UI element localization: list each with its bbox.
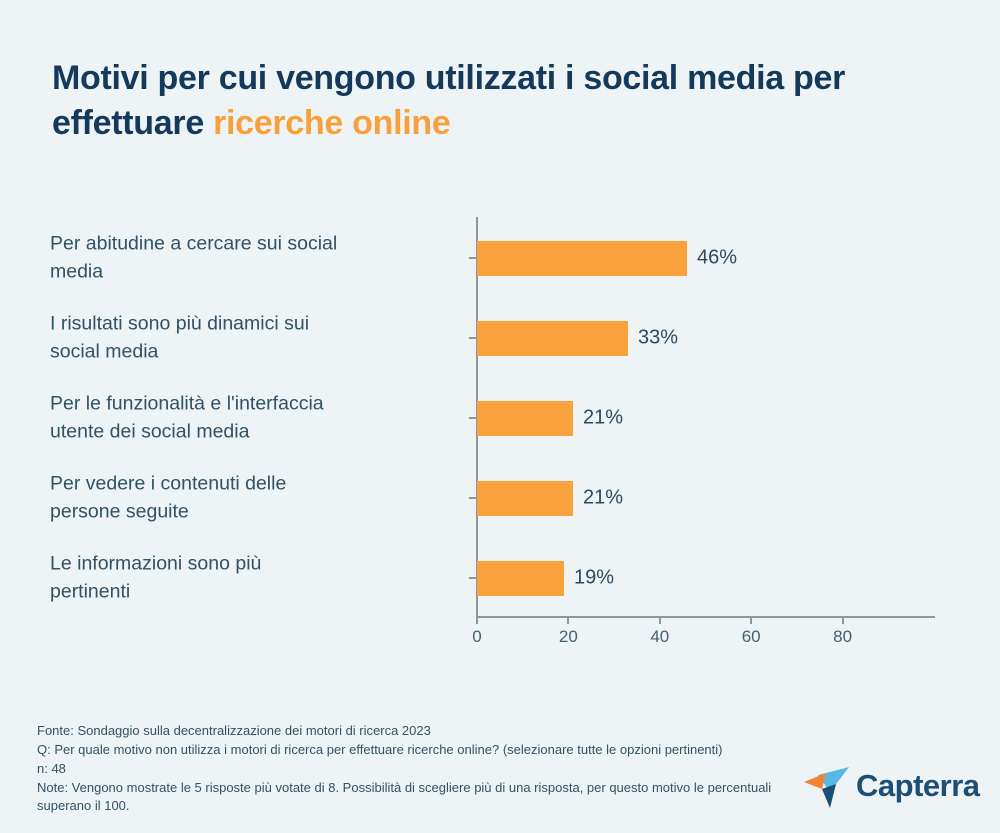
y-axis-tick (469, 337, 476, 339)
category-label-line: Le informazioni sono più (50, 552, 262, 575)
page-title-highlight: ricerche online (213, 103, 451, 142)
x-axis-line (476, 616, 935, 618)
y-axis-tick (469, 497, 476, 499)
category-label: Le informazioni sono più pertinenti (50, 550, 410, 605)
category-label: Per le funzionalità e l'interfaccia utent… (50, 390, 410, 445)
bar (477, 560, 564, 596)
category-label-line: Per abitudine a cercare sui social (50, 232, 338, 255)
category-label: I risultati sono più dinamici sui social … (50, 310, 410, 365)
value-label: 21% (583, 486, 624, 509)
category-label: Per abitudine a cercare sui social media (50, 230, 410, 285)
category-label-line: Per vedere i contenuti delle (50, 472, 287, 495)
x-axis-tick-label: 40 (650, 627, 670, 646)
x-axis-tick-label: 80 (833, 627, 853, 646)
capterra-logo: Capterra (803, 764, 980, 808)
value-label: 19% (574, 566, 615, 589)
y-axis-tick (469, 257, 476, 259)
bar (477, 320, 628, 356)
y-axis-tick (469, 577, 476, 579)
category-label-line: utente dei social media (50, 420, 250, 442)
x-axis-tick (476, 618, 478, 624)
page-title-dark: Motivi per cui vengono utilizzati i soci… (52, 59, 845, 142)
chart-footer-notes: Fonte: Sondaggio sulla decentralizzazion… (37, 722, 797, 816)
y-axis-tick (469, 417, 476, 419)
x-axis-tick (841, 618, 844, 624)
x-axis-tick (658, 618, 661, 624)
x-axis-tick-label: 60 (741, 627, 761, 646)
category-label-line: persone seguite (50, 500, 189, 522)
x-axis-tick-label: 0 (472, 627, 482, 646)
footer-source: Fonte: Sondaggio sulla decentralizzazion… (37, 723, 431, 738)
footer-sample-size: n: 48 (37, 760, 66, 776)
x-axis-tick (567, 618, 570, 624)
bar (477, 240, 687, 276)
category-label: Per vedere i contenuti delle persone segu… (50, 470, 410, 525)
footer-note: Note: Vengono mostrate le 5 risposte più… (37, 779, 772, 814)
value-label: 21% (583, 406, 624, 429)
x-axis-tick-label: 20 (558, 627, 578, 646)
bar (477, 480, 573, 516)
category-label-line: I risultati sono più dinamici sui (50, 312, 310, 335)
value-label: 46% (697, 246, 738, 269)
category-label-line: social media (50, 340, 159, 362)
capterra-logo-icon (804, 767, 849, 808)
bar (477, 400, 573, 436)
page-title: Motivi per cui vengono utilizzati i soci… (52, 56, 887, 146)
category-label-line: Per le funzionalità e l'interfaccia (50, 392, 324, 415)
category-label-line: pertinenti (50, 580, 131, 602)
category-label-line: media (50, 260, 104, 282)
value-label: 33% (638, 326, 679, 349)
x-axis-tick (750, 618, 753, 624)
capterra-logo-wordmark: Capterra (856, 768, 980, 803)
footer-question: Q: Per quale motivo non utilizza i motor… (37, 741, 723, 757)
